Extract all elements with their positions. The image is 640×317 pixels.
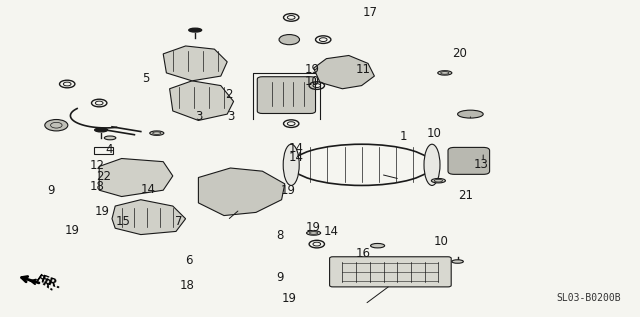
Text: 2: 2 [225, 88, 233, 101]
Text: 5: 5 [142, 72, 150, 85]
Ellipse shape [95, 128, 108, 132]
Polygon shape [99, 158, 173, 197]
Text: 14: 14 [324, 225, 339, 238]
Ellipse shape [452, 260, 463, 263]
Ellipse shape [307, 231, 321, 235]
Text: 19: 19 [64, 224, 79, 237]
Polygon shape [170, 81, 234, 120]
Text: 18: 18 [179, 279, 195, 293]
Text: SL03-B0200B: SL03-B0200B [556, 293, 621, 303]
Ellipse shape [371, 243, 385, 248]
Text: 4: 4 [105, 143, 113, 156]
Ellipse shape [283, 144, 300, 185]
Text: 20: 20 [452, 47, 467, 60]
Circle shape [45, 120, 68, 131]
Text: 21: 21 [458, 189, 474, 203]
Polygon shape [198, 168, 285, 216]
Text: 16: 16 [356, 247, 371, 260]
Text: 10: 10 [426, 127, 442, 140]
Text: 18: 18 [90, 180, 105, 193]
Ellipse shape [458, 110, 483, 118]
Text: 22: 22 [96, 170, 111, 184]
Text: FR.: FR. [40, 275, 62, 291]
Text: 10: 10 [304, 75, 319, 88]
Ellipse shape [424, 144, 440, 185]
Polygon shape [112, 200, 186, 235]
FancyBboxPatch shape [448, 147, 490, 174]
Text: 9: 9 [276, 271, 284, 284]
Ellipse shape [104, 136, 116, 140]
Text: 19: 19 [304, 62, 319, 76]
Text: 13: 13 [474, 158, 489, 171]
Text: 6: 6 [185, 254, 193, 267]
Text: 14: 14 [289, 151, 304, 165]
Circle shape [279, 35, 300, 45]
Ellipse shape [150, 131, 164, 135]
FancyBboxPatch shape [257, 77, 316, 113]
Text: 19: 19 [306, 221, 321, 234]
Text: 1: 1 [399, 130, 407, 143]
Text: FR.: FR. [30, 274, 56, 294]
Text: 11: 11 [356, 63, 371, 76]
Text: 14: 14 [289, 141, 304, 155]
Ellipse shape [438, 71, 452, 75]
Text: 17: 17 [362, 5, 378, 19]
Text: 19: 19 [282, 292, 297, 305]
Text: 19: 19 [280, 184, 296, 197]
Ellipse shape [431, 178, 445, 183]
Text: 12: 12 [90, 159, 105, 172]
FancyBboxPatch shape [330, 257, 451, 287]
Text: 3: 3 [227, 110, 234, 123]
Text: 10: 10 [434, 235, 449, 248]
Text: 15: 15 [115, 215, 131, 228]
Text: 8: 8 [276, 229, 284, 242]
Text: 7: 7 [175, 215, 183, 229]
Text: 19: 19 [95, 205, 110, 218]
Polygon shape [314, 55, 374, 89]
Ellipse shape [189, 28, 202, 32]
Text: 3: 3 [195, 110, 202, 123]
Text: 14: 14 [141, 183, 156, 196]
Polygon shape [163, 46, 227, 81]
Text: 9: 9 [47, 184, 55, 197]
